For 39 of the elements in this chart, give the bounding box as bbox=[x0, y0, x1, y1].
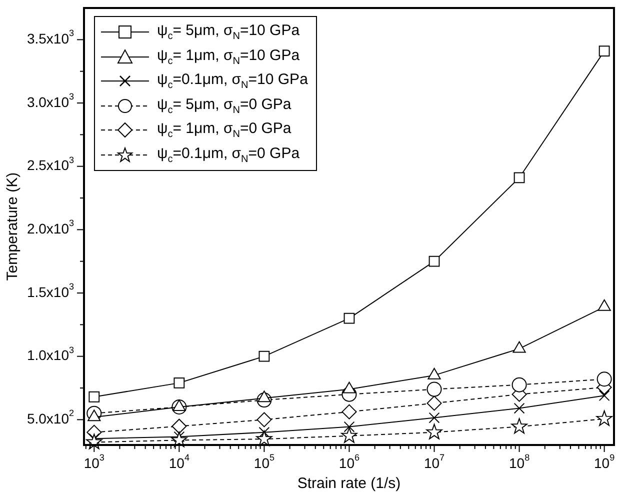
legend-label: ψ$_{c}$= 5μm, σ$_{N}$=0 GPa bbox=[157, 96, 292, 116]
point bbox=[344, 421, 355, 432]
point bbox=[342, 404, 357, 420]
point bbox=[86, 434, 102, 450]
point bbox=[341, 427, 358, 443]
point bbox=[258, 350, 270, 362]
point bbox=[88, 410, 101, 422]
point bbox=[88, 391, 100, 402]
x-axis-title: Strain rate (1/s) bbox=[297, 475, 401, 492]
point bbox=[426, 382, 442, 397]
point bbox=[598, 46, 610, 57]
point bbox=[258, 426, 270, 438]
point bbox=[428, 412, 440, 424]
point bbox=[344, 312, 355, 324]
point bbox=[428, 256, 440, 267]
point bbox=[426, 396, 442, 411]
point bbox=[342, 382, 356, 394]
point bbox=[256, 430, 272, 446]
point bbox=[171, 432, 188, 448]
point bbox=[512, 377, 527, 392]
point bbox=[256, 412, 272, 428]
legend-label: ψ$_{c}$=0.1μm, σ$_{N}$=0 GPa bbox=[157, 144, 300, 165]
y-axis-title: Temperature (K) bbox=[4, 172, 22, 281]
point bbox=[596, 372, 612, 387]
point bbox=[428, 368, 441, 380]
point bbox=[174, 377, 185, 388]
legend-label: ψ$_{c}$=0.1μm, σ$_{N}$=10 GPa bbox=[157, 71, 308, 92]
point bbox=[258, 390, 271, 402]
point bbox=[512, 341, 526, 353]
legend-label: ψ$_{c}$= 1μm, σ$_{N}$=10 GPa bbox=[157, 46, 300, 67]
point bbox=[514, 172, 525, 184]
legend-label: ψ$_{c}$= 1μm, σ$_{N}$=0 GPa bbox=[157, 120, 292, 140]
point bbox=[426, 424, 442, 440]
point bbox=[598, 390, 610, 402]
legend-label: ψ$_{c}$= 5μm, σ$_{N}$=10 GPa bbox=[157, 22, 300, 42]
point bbox=[511, 418, 528, 434]
point bbox=[596, 410, 612, 426]
point bbox=[172, 418, 187, 434]
point bbox=[514, 402, 525, 414]
